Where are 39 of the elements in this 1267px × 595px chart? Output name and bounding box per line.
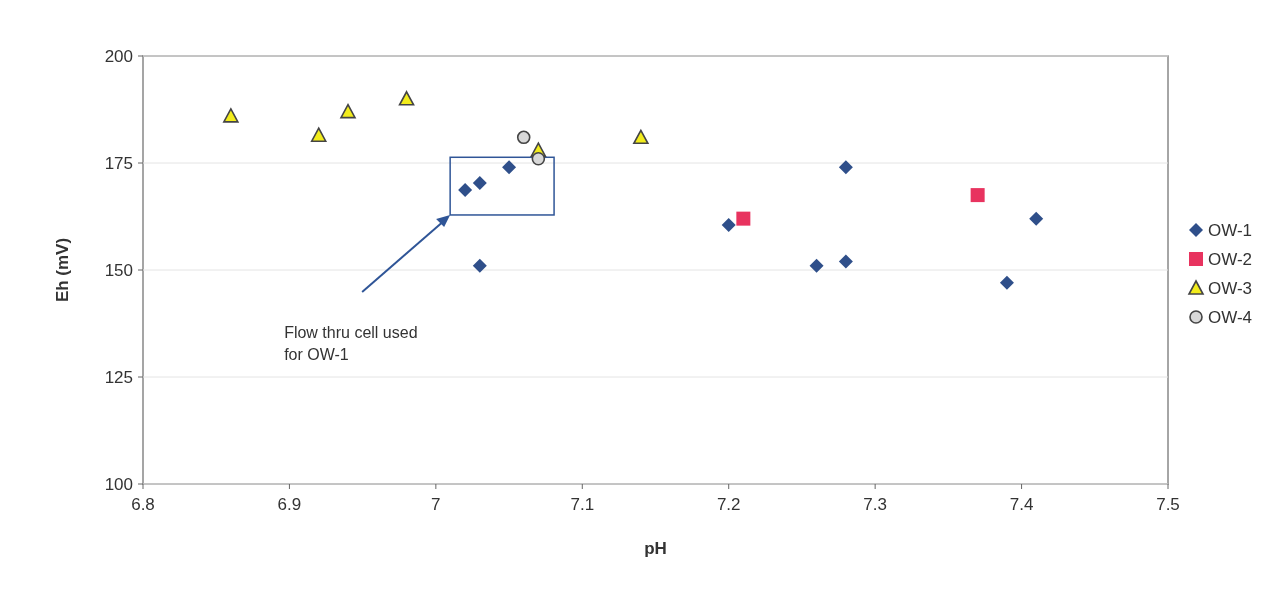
point: [472, 176, 487, 191]
point: [1029, 211, 1044, 226]
point: [531, 151, 546, 166]
point: [809, 258, 824, 273]
point: [502, 160, 517, 175]
point: [633, 129, 649, 145]
point: [516, 130, 531, 145]
y-tick-label: 150: [104, 260, 133, 280]
point: [838, 160, 853, 175]
x-tick-label: 7.2: [716, 495, 741, 514]
point: [458, 182, 473, 197]
y-tick-label: 100: [104, 474, 133, 494]
x-tick-label: 7.1: [570, 495, 595, 514]
point: [398, 91, 415, 106]
point: [310, 127, 327, 142]
legend-label: OW-4: [1208, 307, 1253, 327]
legend-label: OW-3: [1208, 278, 1253, 298]
y-axis-title: Eh (mV): [53, 237, 72, 303]
x-tick-label: 7.5: [1156, 495, 1180, 514]
x-axis-title: pH: [644, 539, 667, 558]
x-tick-label: 6.9: [277, 495, 302, 514]
y-tick-label: 200: [104, 46, 133, 66]
y-tick-label: 175: [104, 153, 133, 173]
x-tick-label: 6.8: [131, 495, 155, 514]
point: [340, 103, 356, 119]
point: [721, 218, 736, 233]
x-tick-label: 7.3: [863, 495, 887, 514]
point: [223, 108, 239, 123]
point: [838, 254, 853, 269]
y-tick-label: 125: [104, 367, 133, 387]
point: [999, 275, 1014, 290]
point: [970, 188, 985, 203]
annotation: Flow thru cell used for OW-1: [284, 323, 418, 363]
point: [736, 211, 751, 226]
legend-label: OW-1: [1208, 220, 1253, 240]
x-tick-label: 7: [431, 495, 441, 514]
legend-label: OW-2: [1208, 249, 1253, 269]
x-tick-label: 7.4: [1009, 495, 1034, 514]
point: [472, 258, 487, 273]
